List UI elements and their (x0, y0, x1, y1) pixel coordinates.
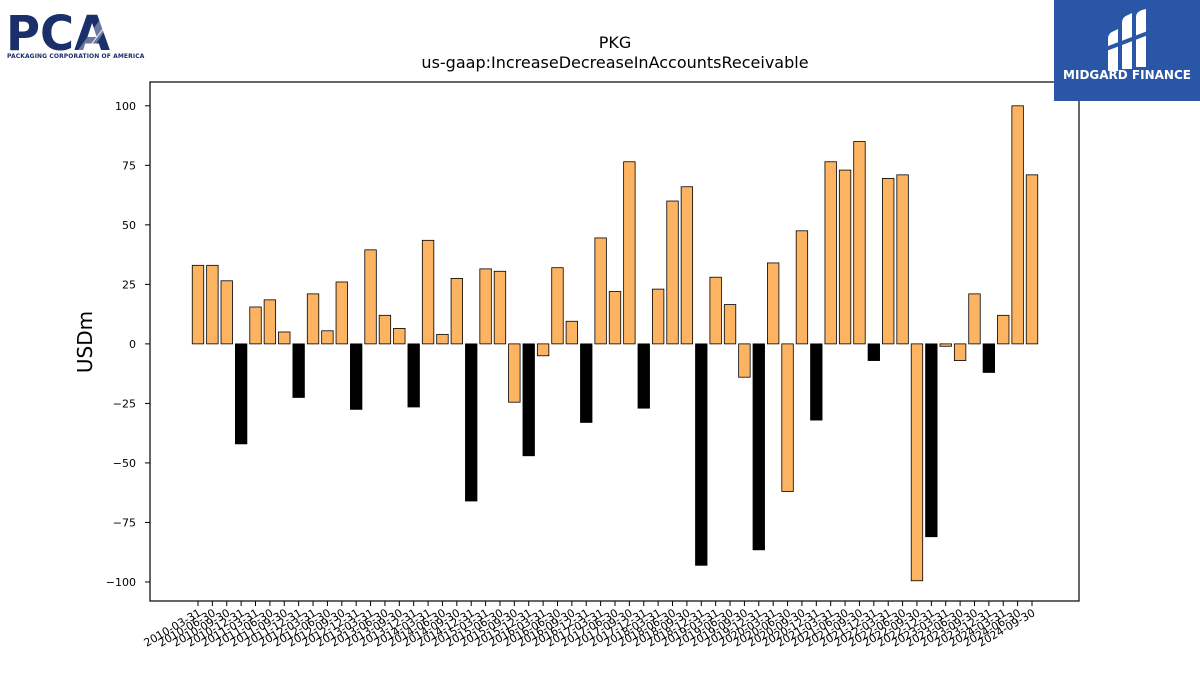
bar-2013-09-30 (393, 328, 406, 345)
bar-2024-03-31 (997, 314, 1010, 345)
chart-title: PKG (599, 33, 632, 52)
bar-2010-09-30 (220, 280, 233, 345)
y-tick-label: 0 (129, 338, 136, 351)
bar-2023-03-31 (939, 343, 952, 347)
plot-frame (149, 81, 1080, 602)
bar-2015-06-30 (493, 270, 507, 345)
bar-2020-09-30 (795, 230, 809, 345)
bar-2016-06-30 (551, 267, 564, 345)
bar-2017-06-30 (608, 291, 622, 345)
bar-2019-12-31 (752, 343, 765, 551)
bar-2018-09-30 (680, 186, 694, 345)
midgard-logo: MIDGARD FINANCE (1054, 0, 1200, 101)
bar-2010-06-30 (206, 264, 219, 345)
bars-group (191, 105, 1039, 582)
y-tick-label: −75 (113, 516, 136, 529)
x-axis: 2010-03-312010-06-302010-09-302010-12-31… (142, 601, 1038, 650)
bar-2022-03-31 (882, 178, 895, 345)
bar-2017-09-30 (623, 161, 636, 345)
bar-2010-03-31 (191, 264, 205, 345)
bar-2012-06-30 (321, 330, 334, 345)
y-tick-label: 100 (115, 100, 136, 113)
bar-2017-03-31 (594, 237, 607, 345)
y-tick-label: 25 (122, 278, 136, 291)
y-tick-label: 50 (122, 219, 136, 232)
bar-2015-12-31 (522, 343, 535, 457)
bar-2022-12-31 (925, 343, 938, 538)
pca-logo-subtitle: PACKAGING CORPORATION OF AMERICA (7, 53, 145, 60)
bar-2021-12-31 (867, 343, 880, 361)
bar-2020-03-31 (767, 262, 780, 345)
bar-2024-09-30 (1025, 174, 1039, 345)
bar-2018-12-31 (695, 343, 708, 566)
bar-2016-03-31 (536, 343, 550, 357)
bar-2021-06-30 (838, 169, 852, 345)
y-tick-label: −25 (113, 397, 136, 410)
y-tick-label: 75 (122, 159, 136, 172)
bar-2015-09-30 (508, 343, 521, 403)
y-tick-label: −50 (113, 457, 136, 470)
bar-2011-03-31 (249, 306, 262, 345)
bar-2023-06-30 (953, 343, 967, 361)
y-axis-label: USDm (73, 311, 97, 373)
bar-2021-09-30 (853, 141, 866, 345)
bar-2012-09-30 (335, 281, 348, 345)
bar-2016-12-31 (580, 343, 593, 423)
bar-2011-09-30 (278, 331, 291, 345)
bar-2020-12-31 (810, 343, 823, 421)
bar-2014-03-31 (421, 239, 435, 345)
bar-2014-09-30 (450, 278, 463, 345)
y-axis: −100 −75 −50 −25 0 25 50 75 100 (106, 100, 150, 589)
bar-2014-12-31 (465, 343, 478, 502)
midgard-mark-icon (1105, 9, 1149, 71)
pca-logo-letters: PCA (6, 6, 110, 62)
bar-2013-03-31 (364, 249, 377, 345)
bar-2019-03-31 (709, 276, 722, 345)
bar-2010-12-31 (234, 343, 248, 445)
bar-2021-03-31 (824, 161, 837, 345)
bar-2023-09-30 (968, 293, 981, 345)
bar-2017-12-31 (637, 343, 650, 409)
bar-2016-09-30 (565, 320, 579, 345)
bar-2022-09-30 (910, 343, 924, 582)
bar-2024-06-30 (1011, 105, 1024, 345)
bar-2011-12-31 (292, 343, 305, 398)
bar-2015-03-31 (479, 268, 492, 345)
bar-2014-06-30 (436, 333, 449, 345)
y-tick-label: −100 (106, 576, 136, 589)
bar-2013-12-31 (407, 343, 420, 408)
bar-2023-12-31 (982, 343, 996, 373)
chart-subtitle: us-gaap:IncreaseDecreaseInAccountsReceiv… (421, 53, 808, 72)
bar-2011-06-30 (263, 299, 277, 345)
bar-2022-06-30 (896, 174, 909, 345)
bar-2020-06-30 (781, 343, 794, 492)
bar-2019-06-30 (723, 304, 737, 345)
midgard-logo-text: MIDGARD FINANCE (1063, 68, 1191, 82)
bar-2018-06-30 (666, 200, 679, 345)
bar-2012-03-31 (306, 293, 320, 345)
bar-2013-06-30 (378, 314, 392, 345)
bar-2012-12-31 (350, 343, 363, 410)
bar-2019-09-30 (738, 343, 751, 378)
pca-logo-mark: PCA (6, 6, 117, 62)
bar-2018-03-31 (651, 288, 665, 345)
